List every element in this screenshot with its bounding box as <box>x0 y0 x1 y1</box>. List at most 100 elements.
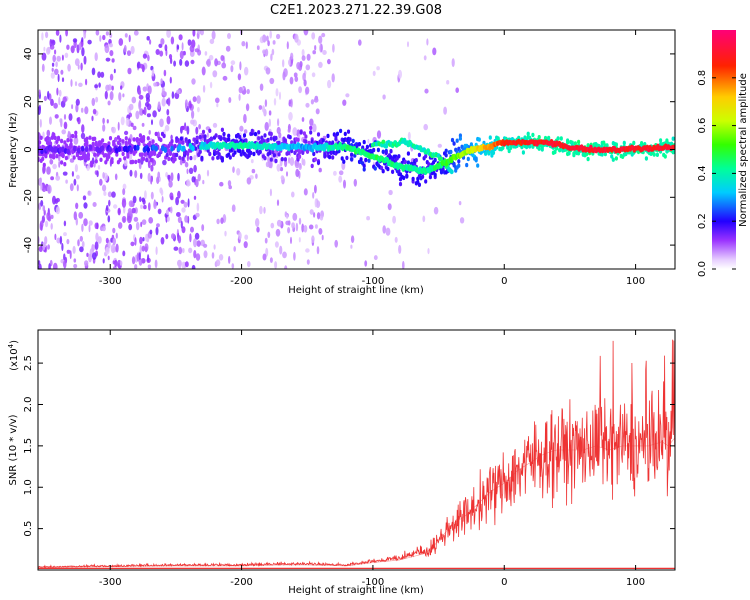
spectrogram-noise-cell <box>267 40 270 47</box>
spectrogram-noise-cell <box>247 261 251 268</box>
snr-multiplier-exponent: 4 <box>7 343 15 348</box>
spectrogram-noise-cell <box>81 241 85 248</box>
spectrogram-noise-cell <box>213 244 216 250</box>
spectrogram-noise-cell <box>148 130 151 135</box>
spectrogram-noise-cell <box>295 168 300 178</box>
spectrogram-ridge-halo <box>145 157 149 163</box>
spectrogram-noise-cell <box>66 44 70 50</box>
spectrogram-noise-cell <box>276 126 281 135</box>
spectrogram-noise-cell <box>376 66 380 71</box>
spectrogram-noise-cell <box>130 122 134 128</box>
spectrogram-ridge-halo <box>91 143 95 148</box>
colorbar-label: Normalized spectral amplitude <box>738 73 749 227</box>
spectrogram-noise-cell <box>101 225 106 232</box>
spectrogram-noise-cell <box>46 47 51 55</box>
spectrogram-noise-cell <box>109 73 114 81</box>
spectrogram-noise-cell <box>204 51 208 56</box>
spectrogram-ridge-halo <box>244 138 248 143</box>
spectrogram-noise-cell <box>237 73 242 81</box>
spectrogram-ridge-halo <box>121 151 125 157</box>
spectrogram-noise-cell <box>165 171 169 178</box>
spectrogram-noise-cell <box>345 93 350 98</box>
spectrogram-ridge-halo <box>389 149 393 154</box>
spectrogram-noise-cell <box>276 163 281 172</box>
spectrogram-noise-cell <box>262 253 267 261</box>
spectrogram-ridge-halo <box>86 153 90 158</box>
spectrogram-noise-cell <box>130 241 135 247</box>
spectrogram-ridge-halo <box>507 148 511 154</box>
spectrogram-noise-cell <box>118 92 122 102</box>
spectrogram-ridge-halo <box>298 154 302 159</box>
spectrogram-ytick-label: 20 <box>23 95 34 108</box>
spectrogram-noise-cell <box>63 253 66 261</box>
spectrogram-noise-cell <box>54 114 59 119</box>
spectrogram-ridge-halo <box>610 154 614 159</box>
spectrogram-noise-cell <box>160 78 163 85</box>
spectrogram-noise-cell <box>58 89 62 97</box>
spectrogram-noise-cell <box>61 77 65 82</box>
spectrogram-noise-cell <box>42 187 47 192</box>
spectrogram-ridge-halo <box>142 137 146 142</box>
spectrogram-noise-cell <box>131 96 137 104</box>
spectrogram-ridge-halo <box>307 140 311 146</box>
spectrogram-noise-cell <box>117 207 121 216</box>
spectrogram-ridge-halo <box>386 166 390 172</box>
spectrogram-noise-cell <box>166 109 170 116</box>
spectrogram-xtick-label: -300 <box>99 276 122 287</box>
spectrogram-noise-cell <box>318 228 323 235</box>
spectrogram-ridge-halo <box>85 136 89 141</box>
spectrogram-noise-cell <box>131 207 136 214</box>
spectrogram-noise-cell <box>188 167 194 174</box>
spectrogram-noise-cell <box>95 96 99 103</box>
spectrogram-ridge-halo <box>110 157 114 162</box>
snr-trace <box>38 339 675 569</box>
spectrogram-noise-cell <box>276 219 282 227</box>
spectrogram-noise-cell <box>83 55 87 65</box>
spectrogram-noise-cell <box>227 180 232 187</box>
spectrogram-noise-cell <box>211 252 215 259</box>
spectrogram-ridge-halo <box>124 136 128 141</box>
spectrogram-ridge-halo <box>52 155 56 160</box>
spectrogram-noise-cell <box>195 212 200 218</box>
spectrogram-noise-cell <box>67 63 71 72</box>
spectrogram-noise-cell <box>62 96 67 103</box>
spectrogram-noise-cell <box>155 226 159 236</box>
spectrogram-ridge-halo <box>271 149 275 155</box>
spectrogram-ridge-halo <box>181 125 185 131</box>
spectrogram-noise-cell <box>104 90 108 100</box>
spectrogram-ridge-halo <box>326 133 330 139</box>
spectrogram-noise-cell <box>303 225 308 233</box>
spectrogram-ridge-halo <box>249 150 253 156</box>
spectrogram-ridge-halo <box>154 131 158 137</box>
spectrogram-ridge-halo <box>567 151 571 156</box>
spectrogram-ridge-halo <box>274 158 278 164</box>
spectrogram-ridge-halo <box>449 149 453 155</box>
spectrogram-ridge-halo <box>167 156 171 162</box>
spectrogram-noise-cell <box>177 216 182 223</box>
spectrogram-noise-cell <box>65 30 68 37</box>
spectrogram-noise-cell <box>87 39 92 45</box>
spectrogram-noise-cell <box>49 39 53 47</box>
spectrogram-noise-cell <box>268 110 272 116</box>
spectrogram-noise-cell <box>274 241 279 248</box>
spectrogram-noise-cell <box>160 237 165 245</box>
spectrogram-noise-cell <box>334 239 339 248</box>
spectrogram-noise-cell <box>264 237 268 244</box>
spectrogram-ridge-halo <box>93 136 97 141</box>
spectrogram-ridge-halo <box>124 140 128 146</box>
spectrogram-ridge-halo <box>321 138 325 143</box>
spectrogram-noise-cell <box>83 30 87 39</box>
spectrogram-noise-cell <box>286 171 288 177</box>
spectrogram-noise-cell <box>177 190 181 199</box>
spectrogram-noise-cell <box>276 33 281 40</box>
spectrogram-noise-cell <box>262 105 265 113</box>
spectrogram-noise-cell <box>233 246 236 252</box>
spectrogram-noise-cell <box>123 45 127 53</box>
spectrogram-noise-cell <box>305 102 310 108</box>
spectrogram-noise-cell <box>232 166 235 173</box>
spectrogram-noise-cell <box>244 234 249 240</box>
spectrogram-noise-cell <box>133 216 139 222</box>
spectrogram-noise-cell <box>110 244 116 254</box>
spectrogram-noise-cell <box>162 159 167 166</box>
spectrogram-ridge-halo <box>487 150 491 155</box>
